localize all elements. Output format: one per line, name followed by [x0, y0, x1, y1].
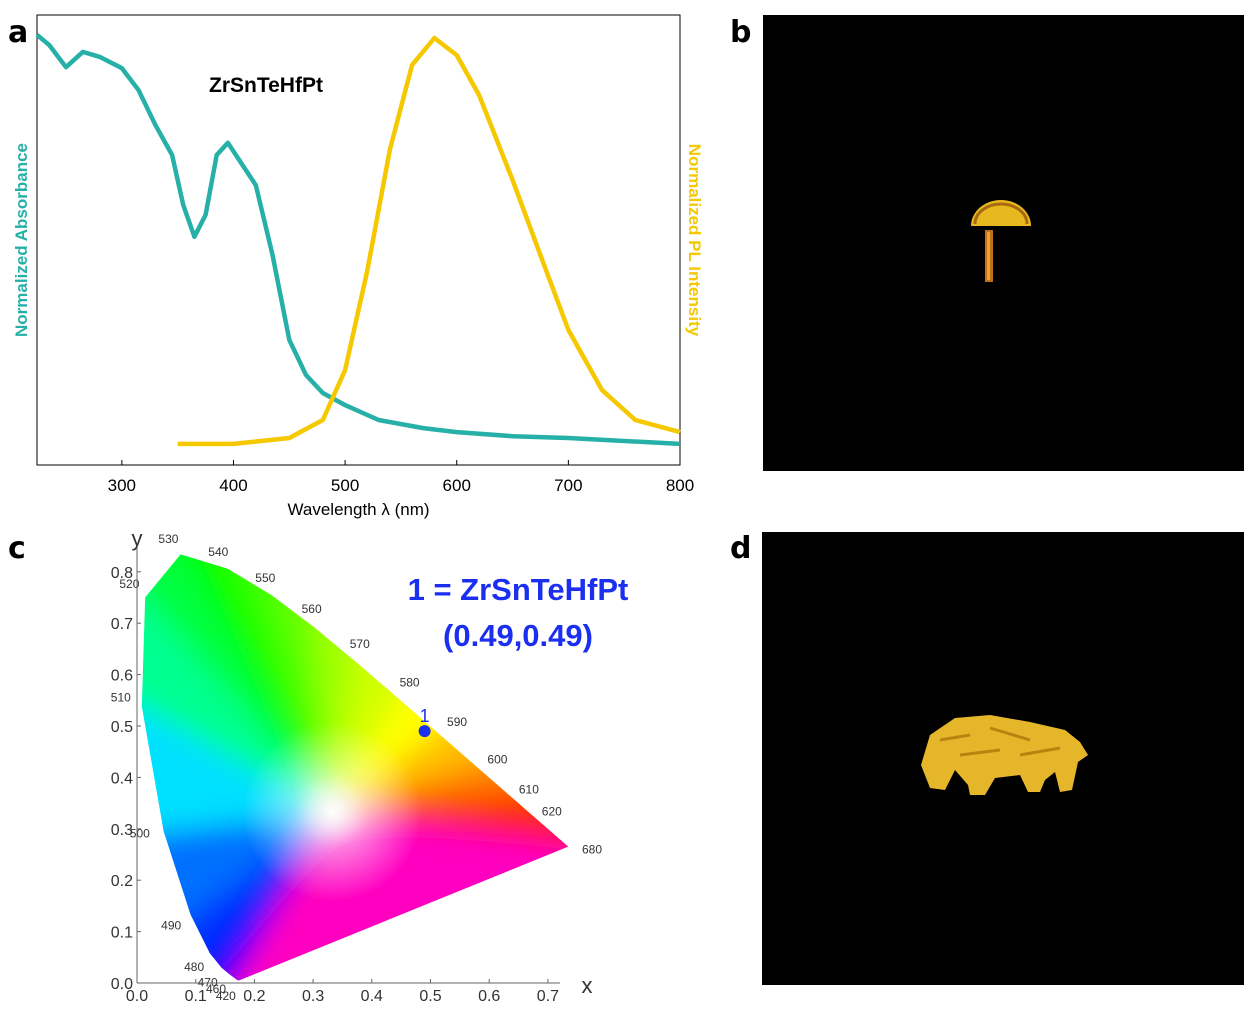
y-tick-label: 0.1 [111, 925, 133, 942]
wavelength-label: 580 [400, 675, 420, 689]
x-tick-label: 700 [554, 476, 582, 495]
white-point [242, 721, 423, 902]
line-series [177, 35, 681, 447]
panel-label: d [730, 531, 751, 566]
wavelength-label: 610 [519, 782, 539, 796]
wavelength-label: 570 [350, 637, 370, 651]
y-tick-label: 0.3 [111, 822, 133, 839]
wavelength-label: 520 [119, 577, 139, 591]
y-tick-label: 0.5 [111, 719, 133, 736]
photo-mushroom [763, 15, 1244, 471]
annotation: (0.49,0.49) [443, 618, 593, 653]
x-tick-label: 300 [108, 476, 136, 495]
wavelength-label: 590 [447, 715, 467, 729]
x-tick-label: 0.7 [537, 988, 559, 1004]
wavelength-label: 480 [184, 960, 204, 974]
x-axis-label: x [582, 973, 593, 998]
line-series [35, 33, 681, 447]
photo-bear [762, 532, 1244, 985]
x-axis-label: Wavelength λ (nm) [287, 500, 429, 519]
x-tick-label: 0.0 [126, 988, 148, 1004]
wavelength-label: 560 [302, 602, 322, 616]
wavelength-label: 500 [130, 826, 150, 840]
x-tick-label: 400 [219, 476, 247, 495]
x-tick-label: 0.6 [478, 988, 500, 1004]
y-axis-label: Normalized Absorbance [12, 143, 31, 337]
wavelength-label: 470 [198, 975, 218, 989]
x-tick-label: 500 [331, 476, 359, 495]
wavelength-label: 420 [216, 989, 236, 1003]
wavelength-label: 600 [487, 752, 507, 766]
wavelength-label: 490 [161, 918, 181, 932]
plot-frame [36, 14, 681, 466]
x-tick-label: 600 [443, 476, 471, 495]
wavelength-label: 540 [208, 545, 228, 559]
panel-label: a [8, 15, 28, 50]
y-tick-label: 0.4 [111, 770, 133, 787]
y-tick-label: 0.7 [111, 616, 133, 633]
y2-axis-label: Normalized PL Intensity [685, 144, 704, 337]
x-tick-label: 800 [666, 476, 694, 495]
panel-label: c [8, 531, 26, 566]
y-tick-label: 0.2 [111, 873, 133, 890]
point-label: 1 [420, 706, 430, 726]
wavelength-label: 550 [255, 571, 275, 585]
annotation: ZrSnTeHfPt [209, 74, 323, 97]
x-tick-label: 0.2 [243, 988, 265, 1004]
wavelength-label: 680 [582, 842, 602, 856]
x-tick-label: 0.3 [302, 988, 324, 1004]
annotation: 1 = ZrSnTeHfPt [408, 572, 629, 607]
y-tick-label: 0.8 [111, 565, 133, 582]
x-tick-label: 0.1 [185, 988, 207, 1004]
y-axis-label: y [132, 526, 143, 551]
data-point [418, 725, 431, 738]
x-tick-label: 0.5 [419, 988, 441, 1004]
x-tick-label: 0.4 [361, 988, 383, 1004]
y-tick-label: 0.6 [111, 668, 133, 685]
wavelength-label: 460 [206, 982, 226, 996]
wavelength-label: 510 [111, 691, 131, 705]
wavelength-label: 530 [158, 532, 178, 546]
wavelength-label: 620 [542, 804, 562, 818]
y-tick-label: 0.0 [111, 976, 133, 993]
panel-label: b [730, 15, 751, 50]
